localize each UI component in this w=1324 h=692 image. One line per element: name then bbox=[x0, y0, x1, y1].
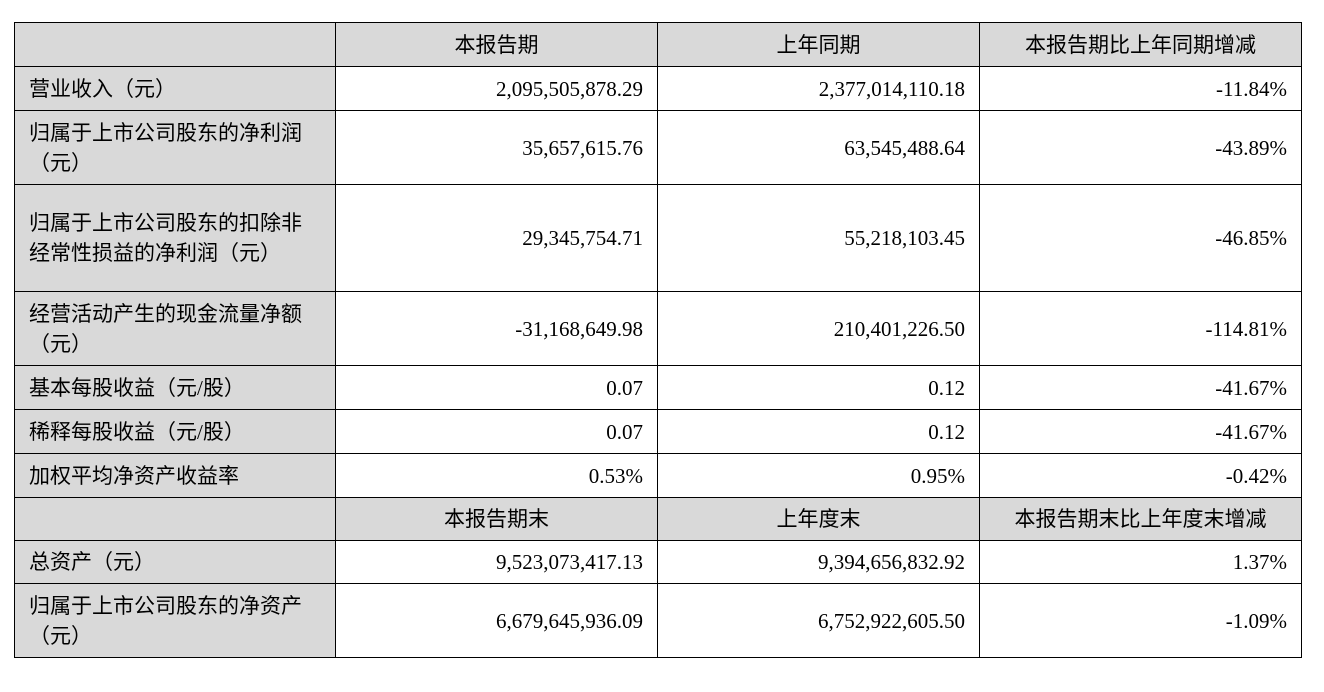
cell: -1.09% bbox=[979, 583, 1302, 658]
header-row: 本报告期末 上年度末 本报告期末比上年度末增减 bbox=[14, 497, 1302, 541]
cell: 2,095,505,878.29 bbox=[335, 66, 658, 111]
data-row: 营业收入（元） 2,095,505,878.29 2,377,014,110.18-… bbox=[14, 66, 1302, 111]
data-row: 基本每股收益（元/股） 0.07 0.12 -41.67% bbox=[14, 365, 1302, 410]
data-row: 经营活动产生的现金流量净额（元） -31,168,649.98 210,401,22… bbox=[14, 291, 1302, 366]
cell: -11.84% bbox=[979, 66, 1302, 111]
header-row: 本报告期 上年同期 本报告期比上年同期增减 bbox=[14, 22, 1302, 67]
cell: 0.07 bbox=[335, 365, 658, 410]
data-row: 总资产（元） 9,523,073,417.13 9,394,656,832.92 1.… bbox=[14, 540, 1302, 584]
row-label: 归属于上市公司股东的扣除非经常性损益的净利润（元） bbox=[14, 184, 336, 292]
cell: 6,752,922,605.50 bbox=[657, 583, 980, 658]
row-label: 归属于上市公司股东的净利润（元） bbox=[14, 110, 336, 185]
cell: 35,657,615.76 bbox=[335, 110, 658, 185]
data-row: 加权平均净资产收益率 0.53% 0.95% -0.42% bbox=[14, 453, 1302, 498]
cell: -46.85% bbox=[979, 184, 1302, 292]
cell: 本报告期末 bbox=[335, 497, 658, 541]
cell: 上年同期 bbox=[657, 22, 980, 67]
data-row: 归属于上市公司股东的净资产（元） 6,679,645,936.09 6,752,92… bbox=[14, 583, 1302, 658]
cell: 9,523,073,417.13 bbox=[335, 540, 658, 584]
cell: 0.95% bbox=[657, 453, 980, 498]
cell: 1.37% bbox=[979, 540, 1302, 584]
row-label bbox=[14, 22, 336, 67]
data-row: 归属于上市公司股东的扣除非经常性损益的净利润（元） 29,345,754.71 55… bbox=[14, 184, 1302, 292]
row-label: 基本每股收益（元/股） bbox=[14, 365, 336, 410]
cell: -31,168,649.98 bbox=[335, 291, 658, 366]
cell: 0.12 bbox=[657, 365, 980, 410]
cell: -0.42% bbox=[979, 453, 1302, 498]
cell: 本报告期 bbox=[335, 22, 658, 67]
cell: 9,394,656,832.92 bbox=[657, 540, 980, 584]
data-row: 稀释每股收益（元/股） 0.07 0.12 -41.67% bbox=[14, 409, 1302, 454]
cell: 本报告期末比上年度末增减 bbox=[979, 497, 1302, 541]
row-label: 经营活动产生的现金流量净额（元） bbox=[14, 291, 336, 366]
cell: -41.67% bbox=[979, 409, 1302, 454]
cell: 0.07 bbox=[335, 409, 658, 454]
row-label: 归属于上市公司股东的净资产（元） bbox=[14, 583, 336, 658]
cell: 55,218,103.45 bbox=[657, 184, 980, 292]
financial-table: 本报告期 上年同期 本报告期比上年同期增减 营业收入（元） 2,095,505,878.… bbox=[14, 22, 1302, 658]
row-label: 加权平均净资产收益率 bbox=[14, 453, 336, 498]
cell: 0.12 bbox=[657, 409, 980, 454]
cell: 本报告期比上年同期增减 bbox=[979, 22, 1302, 67]
cell: 210,401,226.50 bbox=[657, 291, 980, 366]
cell: 29,345,754.71 bbox=[335, 184, 658, 292]
cell: -41.67% bbox=[979, 365, 1302, 410]
cell: 0.53% bbox=[335, 453, 658, 498]
cell: -43.89% bbox=[979, 110, 1302, 185]
cell: -114.81% bbox=[979, 291, 1302, 366]
cell: 63,545,488.64 bbox=[657, 110, 980, 185]
data-row: 归属于上市公司股东的净利润（元） 35,657,615.76 63,545,488.… bbox=[14, 110, 1302, 185]
cell: 6,679,645,936.09 bbox=[335, 583, 658, 658]
cell: 2,377,014,110.18 bbox=[657, 66, 980, 111]
row-label: 总资产（元） bbox=[14, 540, 336, 584]
row-label: 稀释每股收益（元/股） bbox=[14, 409, 336, 454]
cell: 上年度末 bbox=[657, 497, 980, 541]
row-label: 营业收入（元） bbox=[14, 66, 336, 111]
row-label bbox=[14, 497, 336, 541]
